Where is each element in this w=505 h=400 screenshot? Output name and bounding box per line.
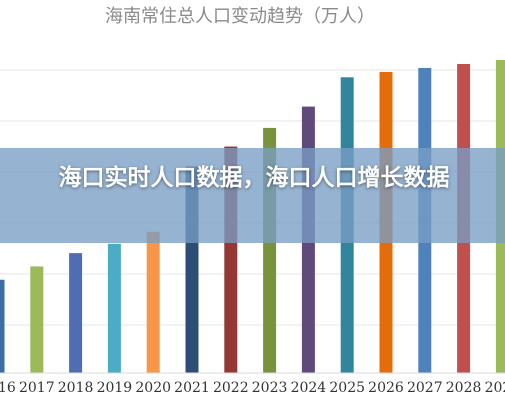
x-tick-2026: 2026 xyxy=(368,380,404,396)
x-tick-2018: 2018 xyxy=(58,380,94,396)
x-tick-2019: 2019 xyxy=(97,380,133,396)
bar-2020 xyxy=(146,231,160,373)
x-tick-2017: 2017 xyxy=(19,380,55,396)
bar-2018 xyxy=(69,253,83,373)
x-tick-2025: 2025 xyxy=(329,380,365,396)
headline-banner xyxy=(0,148,505,243)
x-tick-labels: 2016201720182019202020212022202320242025… xyxy=(0,380,505,396)
x-tick-2029: 2029 xyxy=(485,380,505,396)
bar-2016 xyxy=(0,279,5,373)
chart-title: 海南常住总人口变动趋势（万人） xyxy=(105,6,375,27)
headline-text: 海口实时人口数据，海口人口增长数据 xyxy=(58,165,450,191)
x-tick-2023: 2023 xyxy=(252,380,288,396)
x-tick-2027: 2027 xyxy=(407,380,443,396)
x-tick-2022: 2022 xyxy=(213,380,249,396)
x-tick-2016: 2016 xyxy=(0,380,16,396)
x-tick-2021: 2021 xyxy=(174,380,210,396)
x-tick-2020: 2020 xyxy=(135,380,171,396)
bar-2017 xyxy=(30,266,44,373)
x-tick-2024: 2024 xyxy=(291,380,327,396)
bar-2019 xyxy=(107,243,121,373)
x-tick-2028: 2028 xyxy=(446,380,482,396)
